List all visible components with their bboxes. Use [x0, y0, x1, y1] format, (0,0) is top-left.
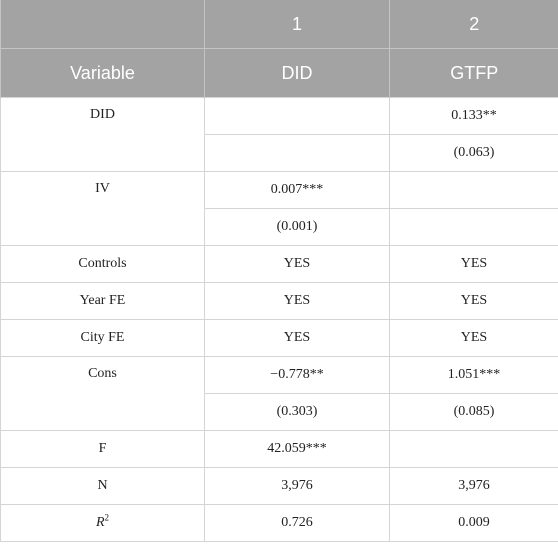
header-empty-cell [0, 0, 205, 49]
table-body: DID 0.133** (0.063) IV 0.007*** (0.001) … [0, 97, 558, 542]
header-variable: Variable [0, 48, 205, 98]
cell-value: 3,976 [389, 467, 558, 505]
header-column-did: DID [204, 48, 390, 98]
table-row: Cons −0.778** 1.051*** [0, 356, 558, 431]
cell-value: 3,976 [204, 467, 390, 505]
cell-coefficient: 0.007*** [204, 171, 390, 209]
cell-std-error: (0.001) [204, 208, 390, 246]
r-squared-base: R [95, 515, 105, 530]
cell-value: YES [389, 282, 558, 320]
cell-coefficient: 0.133** [389, 97, 558, 135]
row-label-f: F [0, 430, 205, 468]
r-squared-exponent: 2 [104, 512, 110, 523]
row-label-did: DID [0, 97, 205, 172]
row-label-n: N [0, 467, 205, 505]
cell-coefficient: 1.051*** [389, 356, 558, 394]
table-row: IV 0.007*** [0, 171, 558, 246]
cell-value: YES [389, 245, 558, 283]
cell-value: YES [389, 319, 558, 357]
header-row-numbers: 1 2 [0, 0, 558, 49]
cell-value [389, 430, 558, 468]
cell-std-error: (0.085) [389, 393, 558, 431]
header-column-gtfp: GTFP [389, 48, 558, 98]
table-row: F 42.059*** [0, 430, 558, 468]
header-column-number-2: 2 [389, 0, 558, 49]
table-row: DID 0.133** [0, 97, 558, 172]
cell-coefficient [204, 97, 390, 135]
header-column-number-1: 1 [204, 0, 390, 49]
table-row: Year FE YES YES [0, 282, 558, 320]
header-row-names: Variable DID GTFP [0, 48, 558, 98]
table-row: City FE YES YES [0, 319, 558, 357]
cell-std-error [204, 134, 390, 172]
row-label-year-fe: Year FE [0, 282, 205, 320]
row-label-r-squared: R2 [0, 504, 205, 542]
cell-value: 42.059*** [204, 430, 390, 468]
cell-value: YES [204, 245, 390, 283]
row-label-controls: Controls [0, 245, 205, 283]
row-label-city-fe: City FE [0, 319, 205, 357]
cell-std-error [389, 208, 558, 246]
table-row: (0.303) (0.085) [1, 393, 558, 431]
cell-coefficient: −0.778** [204, 356, 390, 394]
cell-coefficient [389, 171, 558, 209]
row-label-iv: IV [0, 171, 205, 246]
regression-table: 1 2 Variable DID GTFP DID 0.133** (0.063… [0, 0, 558, 542]
table-row: R2 0.726 0.009 [0, 504, 558, 542]
cell-value: 0.009 [389, 504, 558, 542]
cell-value: YES [204, 319, 390, 357]
table-header: 1 2 Variable DID GTFP [0, 0, 558, 98]
cell-std-error: (0.303) [204, 393, 390, 431]
cell-value: 0.726 [204, 504, 390, 542]
table-row: N 3,976 3,976 [0, 467, 558, 505]
table-row: Controls YES YES [0, 245, 558, 283]
cell-value: YES [204, 282, 390, 320]
row-label-cons: Cons [0, 356, 205, 431]
cell-std-error: (0.063) [389, 134, 558, 172]
